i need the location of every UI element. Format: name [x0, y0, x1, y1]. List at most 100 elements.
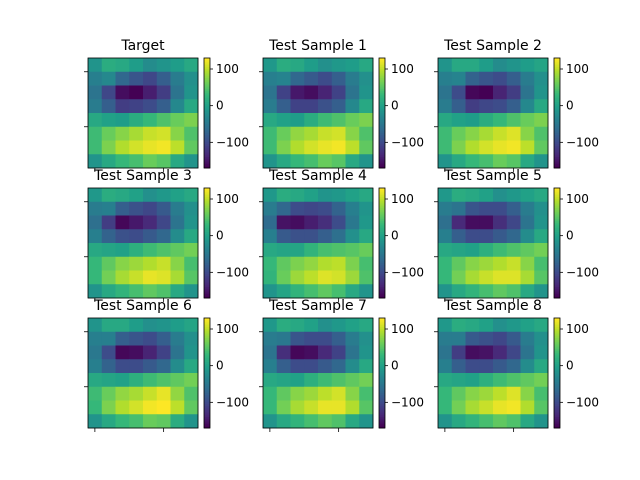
heatmap-cell [451, 284, 466, 299]
colorbar-segment [379, 330, 385, 334]
colorbar-segment [379, 200, 385, 204]
colorbar-segment [204, 72, 210, 75]
colorbar-segment [554, 340, 560, 343]
colorbar-segment [204, 382, 210, 385]
colorbar-segment [379, 78, 385, 81]
heatmap-cell [345, 256, 360, 271]
colorbar-frame [203, 317, 211, 429]
colorbar-segment [379, 272, 385, 275]
colorbar-segment [379, 111, 385, 114]
colorbar-segment [554, 411, 560, 414]
colorbar-segment [379, 96, 385, 99]
heatmap-cell [438, 359, 453, 374]
heatmap-cell [143, 201, 158, 216]
colorbar-tick-label: −100 [391, 265, 424, 279]
heatmap-cell [143, 414, 158, 429]
heatmap-cell [331, 126, 346, 141]
colorbar-segment [379, 243, 385, 246]
colorbar-segment [204, 347, 210, 350]
colorbar-segment [554, 188, 560, 191]
colorbar-segment [379, 378, 385, 381]
colorbar-segment [554, 153, 560, 156]
colorbar-segment [554, 244, 560, 248]
heatmap-cell [170, 85, 185, 100]
colorbar-segment [379, 103, 385, 107]
heatmap-cell [520, 400, 535, 415]
colorbar-segment [204, 391, 210, 394]
heatmap-cell [359, 331, 374, 346]
colorbar-segment [554, 272, 560, 275]
colorbar-segment [204, 321, 210, 324]
heatmap-cell [438, 345, 453, 360]
colorbar-segment [379, 254, 385, 257]
heatmap-cell [479, 229, 494, 244]
colorbar-segment [204, 162, 210, 165]
heatmap-cell [304, 359, 319, 374]
colorbar-segment [554, 287, 560, 290]
heatmap-cell [506, 113, 521, 128]
colorbar-segment [554, 345, 560, 348]
heatmap-cell [534, 201, 549, 216]
colorbar-segment [554, 417, 560, 420]
colorbar-segment [554, 202, 560, 205]
heatmap-cell [88, 359, 103, 374]
heatmap-cell [451, 270, 466, 285]
heatmap-cell [88, 71, 103, 86]
axes-frame [87, 187, 199, 299]
heatmap-cell [156, 85, 171, 100]
colorbar-segment [379, 155, 385, 158]
heatmap-cell [520, 154, 535, 169]
panel-7: Test Sample 6 100 0 −100 [84, 298, 249, 432]
heatmap-cell [129, 345, 144, 360]
colorbar-segment [204, 354, 210, 357]
colorbar-segment [204, 63, 210, 66]
colorbar-segment [379, 395, 385, 398]
colorbar-segment [554, 276, 560, 279]
heatmap-cell [129, 154, 144, 169]
colorbar-segment [379, 131, 385, 134]
colorbar-segment [379, 294, 385, 297]
colorbar-segment [379, 149, 385, 152]
heatmap-cell [493, 373, 508, 388]
colorbar-segment [204, 233, 210, 237]
colorbar-segment [204, 360, 210, 363]
colorbar-segment [554, 208, 560, 211]
colorbar-tick-label: 0 [391, 359, 399, 373]
heatmap-cell [115, 58, 130, 73]
colorbar-segment [379, 109, 385, 112]
colorbar-segment [204, 226, 210, 229]
colorbar-segment [204, 89, 210, 92]
heatmap-cell [331, 331, 346, 346]
heatmap-cell [101, 359, 116, 374]
colorbar-segment [204, 254, 210, 257]
colorbar-tick-label: −100 [391, 135, 424, 149]
colorbar-segment [554, 228, 560, 231]
colorbar-segment [379, 188, 385, 191]
heatmap-cell [115, 331, 130, 346]
colorbar-segment [554, 69, 560, 72]
colorbar-segment [204, 164, 210, 167]
heatmap-cell [506, 386, 521, 401]
heatmap-cell [493, 71, 508, 86]
heatmap-cell [534, 215, 549, 230]
colorbar-segment [204, 113, 210, 116]
heatmap-cell [520, 71, 535, 86]
colorbar-segment [554, 199, 560, 202]
colorbar-segment [204, 365, 210, 368]
heatmap-cell [318, 414, 333, 429]
colorbar-segment [379, 404, 385, 407]
colorbar-segment [379, 65, 385, 68]
colorbar-segment [554, 204, 560, 207]
heatmap-cell [438, 154, 453, 169]
heatmap-cell [506, 373, 521, 388]
panel-title: Test Sample 2 [443, 38, 542, 54]
colorbar-segment [379, 391, 385, 394]
heatmap-cell [88, 400, 103, 415]
heatmap-cell [143, 318, 158, 333]
colorbar-segment [379, 135, 385, 138]
heatmap-cell [156, 386, 171, 401]
colorbar-segment [204, 318, 210, 321]
heatmap-cell [88, 345, 103, 360]
colorbar-segment [554, 217, 560, 220]
colorbar-segment [379, 94, 385, 97]
